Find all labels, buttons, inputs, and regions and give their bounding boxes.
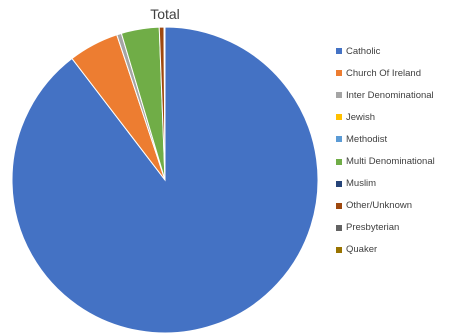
legend-label: Inter Denominational (346, 89, 434, 101)
legend-label: Presbyterian (346, 222, 400, 234)
legend-label: Muslim (346, 178, 377, 190)
legend-label: Quaker (346, 244, 378, 256)
legend-swatch (336, 180, 342, 187)
legend-swatch (336, 158, 342, 165)
legend-label: Multi Denominational (346, 156, 435, 168)
legend-label: Church Of Ireland (346, 67, 421, 79)
chart-title: Total (150, 6, 180, 22)
legend-item-catholic: Catholic (336, 40, 435, 62)
legend-swatch (336, 70, 342, 77)
legend-item-quaker: Quaker (336, 239, 435, 261)
legend-swatch (336, 92, 342, 99)
legend-label: Other/Unknown (346, 200, 413, 212)
legend-swatch (336, 136, 342, 143)
legend-item-other-unknown: Other/Unknown (336, 195, 435, 217)
chart-legend: Catholic Church Of Ireland Inter Denominat… (336, 40, 435, 261)
pie-slice-presbyterian (163, 26, 166, 181)
legend-item-jewish: Jewish (336, 106, 435, 128)
legend-swatch (336, 114, 342, 121)
legend-swatch (336, 246, 342, 253)
legend-swatch (336, 224, 342, 231)
legend-swatch (336, 202, 342, 209)
legend-item-inter-denominational: Inter Denominational (336, 84, 435, 106)
legend-label: Jewish (346, 111, 376, 123)
legend-item-church-of-ireland: Church Of Ireland (336, 62, 435, 84)
legend-item-multi-denominational: Multi Denominational (336, 150, 435, 172)
legend-item-presbyterian: Presbyterian (336, 217, 435, 239)
legend-item-muslim: Muslim (336, 173, 435, 195)
legend-label: Methodist (346, 133, 388, 145)
legend-label: Catholic (346, 45, 381, 57)
legend-item-methodist: Methodist (336, 128, 435, 150)
legend-swatch (336, 48, 342, 55)
